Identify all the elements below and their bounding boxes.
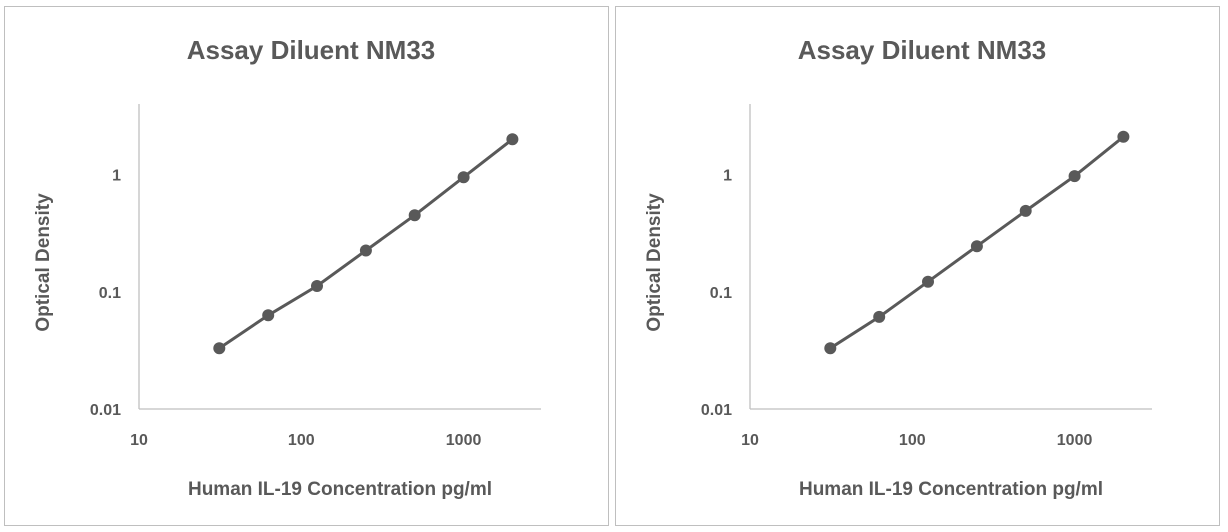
data-point-right-4	[1019, 204, 1032, 217]
y-axis-label-right: Optical Density	[644, 193, 665, 332]
y-tick-label-right: 0.01	[701, 402, 732, 419]
chart-svg-left: Assay Diluent NM33 0.01 0.1 1 10 100 1000 Human…	[33, 35, 541, 500]
y-tick-label-right: 1	[723, 168, 732, 185]
x-tick-label-right: 1000	[1057, 432, 1093, 449]
y-tick-label-right: 0.1	[710, 285, 732, 302]
x-axis-label-right: Human IL-19 Concentration pg/ml	[799, 479, 1103, 500]
chart-panel-left: Assay Diluent NM33 0.01 0.1 1 10 100 1000 Human…	[4, 6, 609, 526]
data-point-right-5	[1068, 170, 1081, 183]
data-point-right-0	[824, 342, 837, 355]
data-point-left-4	[408, 209, 421, 222]
chart-panel-right: Assay Diluent NM33 0.01 0.1 1 10 100 1000 Human…	[615, 6, 1220, 526]
data-point-right-2	[922, 275, 934, 288]
x-tick-label-right: 10	[741, 432, 759, 449]
x-tick-label-left: 1000	[446, 432, 482, 449]
y-axis-label-left: Optical Density	[33, 193, 54, 332]
y-tick-label-left: 0.01	[90, 402, 121, 419]
x-tick-label-right: 100	[899, 432, 926, 449]
data-point-right-3	[970, 240, 983, 253]
x-axis-label-left: Human IL-19 Concentration pg/ml	[188, 479, 492, 500]
data-point-left-5	[457, 171, 470, 184]
data-point-left-3	[359, 244, 372, 257]
chart-svg-right: Assay Diluent NM33 0.01 0.1 1 10 100 1000 Human…	[644, 35, 1152, 500]
y-tick-label-left: 0.1	[99, 285, 121, 302]
x-tick-label-left: 100	[288, 432, 315, 449]
data-point-right-1	[873, 310, 886, 323]
y-tick-label-left: 1	[112, 168, 121, 185]
chart-title-left: Assay Diluent NM33	[187, 35, 436, 65]
x-tick-label-left: 10	[130, 432, 148, 449]
data-point-left-1	[262, 309, 275, 322]
data-point-left-2	[311, 280, 323, 292]
data-point-left-0	[213, 342, 226, 355]
data-point-right-6	[1117, 130, 1130, 143]
chart-title-right: Assay Diluent NM33	[798, 35, 1047, 65]
data-point-left-6	[506, 133, 519, 146]
